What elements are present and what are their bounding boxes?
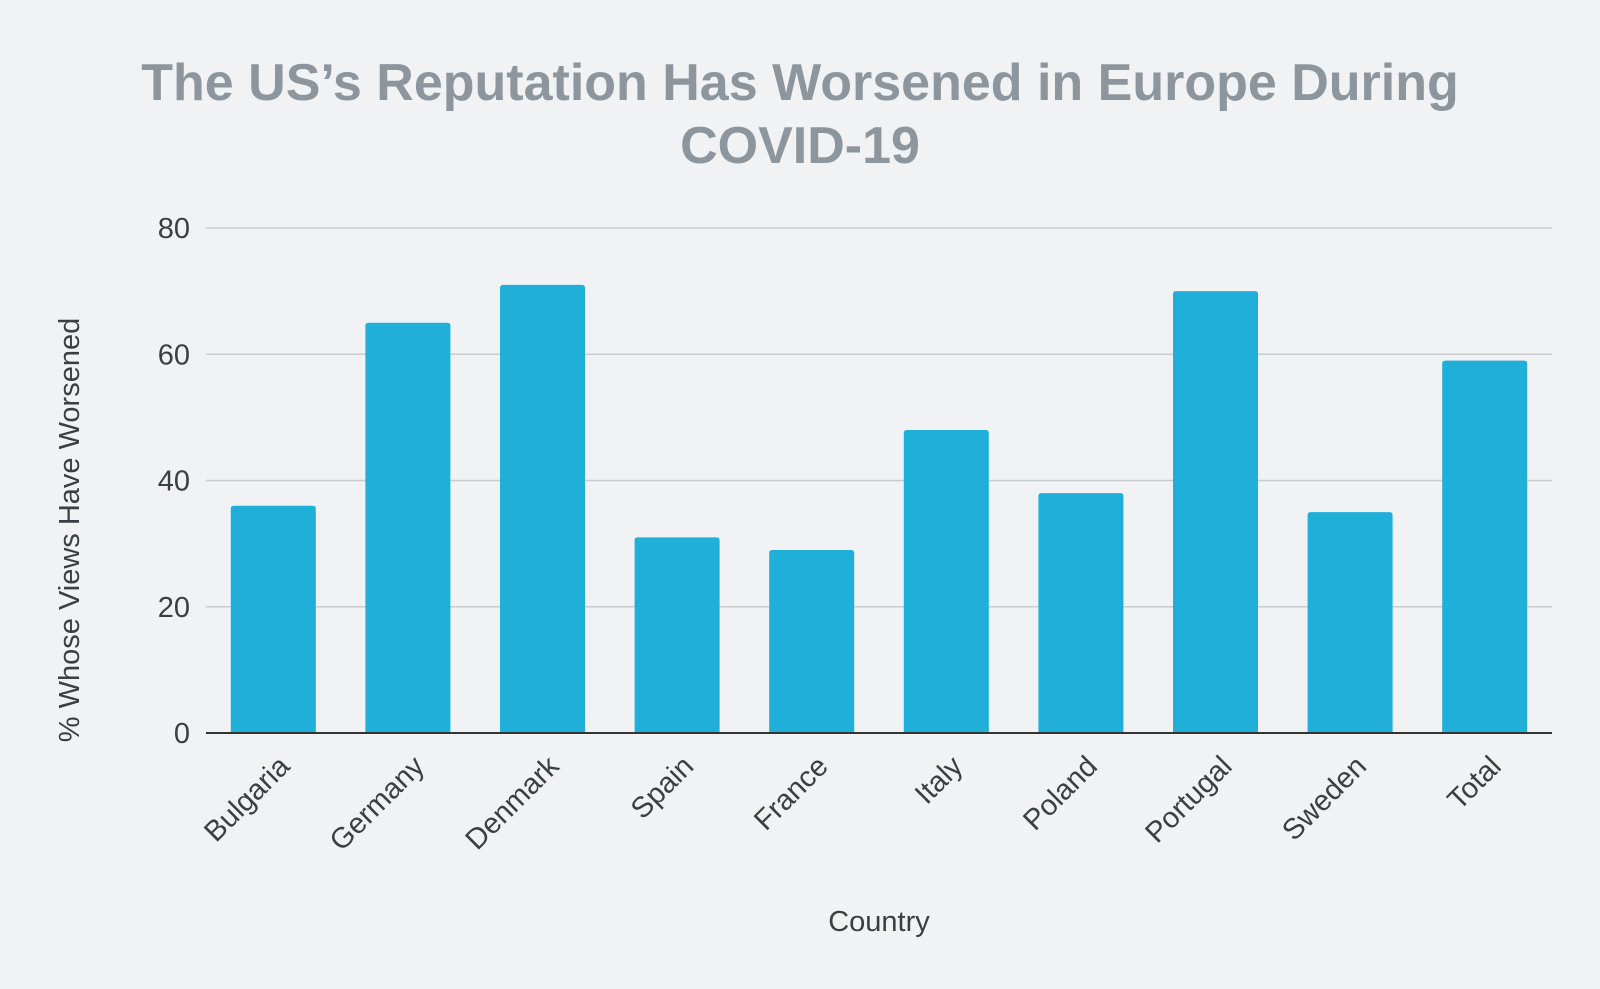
bar-portugal (1173, 291, 1258, 733)
x-axis-title: Country (828, 906, 930, 938)
bar-denmark (500, 284, 585, 733)
bar-germany (365, 322, 451, 733)
y-tick-label: 20 (158, 592, 190, 624)
y-tick-label: 0 (174, 718, 190, 750)
y-axis-tick-labels: 0 20 40 60 80 (158, 213, 190, 750)
y-axis-title: % Whose Views Have Worsened (54, 318, 86, 742)
bars (230, 284, 1528, 733)
bar-total (1442, 360, 1528, 733)
y-tick-label: 80 (158, 213, 190, 245)
bar-spain (634, 537, 720, 733)
y-tick-label: 60 (158, 339, 190, 371)
bar-italy (903, 430, 989, 733)
bar-poland (1038, 493, 1124, 733)
chart-title-line-2: COVID-19 (680, 117, 920, 175)
bar-bulgaria (230, 505, 316, 733)
y-tick-label: 40 (158, 466, 190, 498)
bar-france (769, 549, 855, 733)
chart-title-line-1: The US’s Reputation Has Worsened in Euro… (141, 54, 1458, 112)
bar-sweden (1307, 512, 1393, 733)
